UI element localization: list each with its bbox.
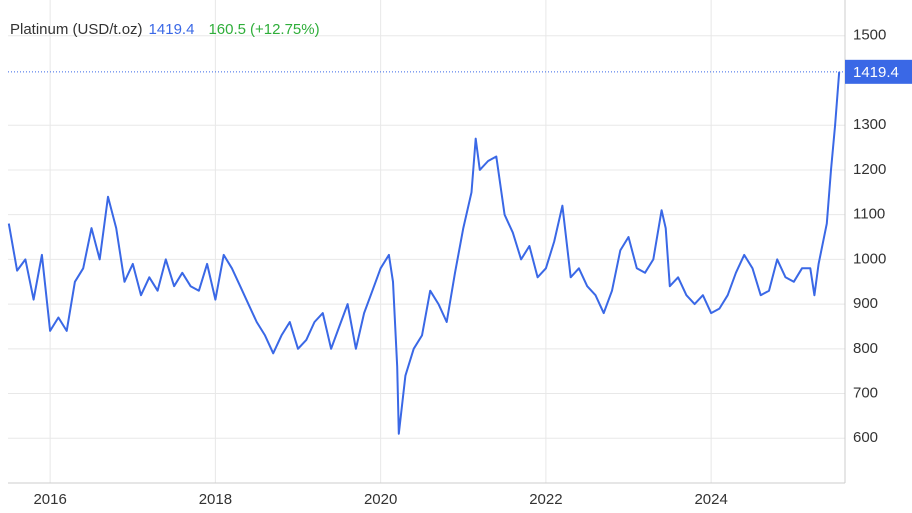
y-tick-label: 1300 xyxy=(853,116,886,133)
y-tick-label: 800 xyxy=(853,340,878,357)
header-price: 1419.4 xyxy=(149,21,195,38)
x-tick-label: 2018 xyxy=(199,491,232,508)
last-price-box xyxy=(845,59,912,84)
x-tick-label: 2022 xyxy=(529,491,562,508)
y-tick-label: 700 xyxy=(853,385,878,402)
chart-title: Platinum (USD/t.oz) xyxy=(10,21,143,38)
x-tick-label: 2020 xyxy=(364,491,397,508)
x-tick-label: 2024 xyxy=(694,491,727,508)
price-line xyxy=(7,71,841,435)
y-tick-label: 1200 xyxy=(853,161,886,178)
last-price-label: 1419.4 xyxy=(853,64,899,81)
y-tick-label: 1000 xyxy=(853,250,886,267)
header-change: 160.5 xyxy=(208,21,246,38)
y-tick-label: 600 xyxy=(853,429,878,446)
grid xyxy=(8,0,845,483)
x-tick-label: 2016 xyxy=(33,491,66,508)
y-tick-label: 900 xyxy=(853,295,878,312)
y-tick-label: 1500 xyxy=(853,27,886,44)
y-tick-label: 1100 xyxy=(853,206,885,223)
header-change-pct: (+12.75%) xyxy=(250,21,320,38)
